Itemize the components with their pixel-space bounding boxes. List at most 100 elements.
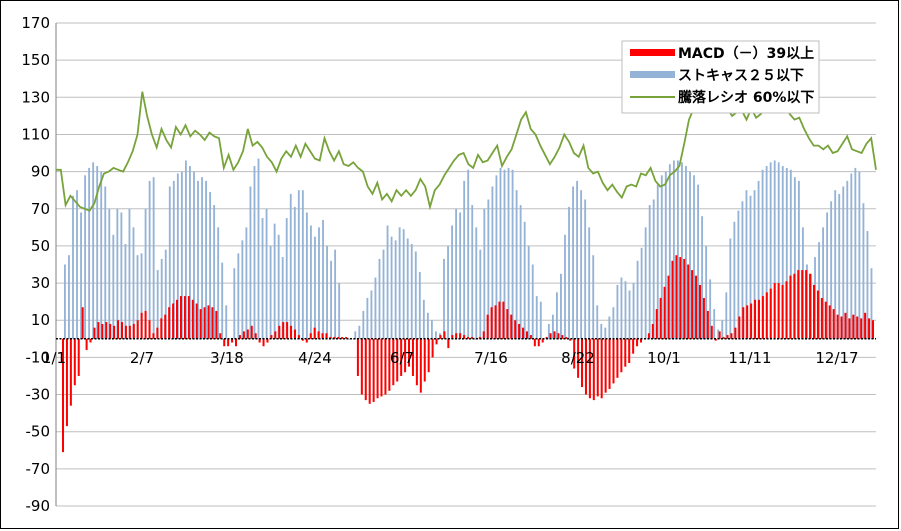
macd-bar [698,284,701,339]
macd-bar [577,338,580,378]
macd-bar [62,338,65,453]
macd-bar [722,336,725,339]
stoch-bar [713,309,716,339]
x-tick-label: 6/7 [390,349,414,367]
stoch-bar [104,186,107,339]
y-tick-label: -30 [26,386,51,404]
macd-bar [372,338,375,402]
stoch-bar [463,180,466,339]
legend-label-macd: MACD（－）39以上 [678,46,814,62]
macd-bar [746,305,749,339]
stoch-bar [318,227,320,339]
legend-swatch-macd [630,49,675,56]
stoch-bar [96,166,99,339]
stoch-bar [818,242,820,339]
stoch-bar [217,227,220,339]
macd-bar [514,320,517,339]
macd-bar [168,307,171,339]
macd-bar [360,338,363,395]
stoch-bar [164,249,167,339]
stoch-bar [511,169,514,339]
stoch-bar [600,323,603,339]
macd-bar [427,338,430,373]
y-tick-label: 70 [31,200,50,218]
macd-bar [616,338,619,378]
stoch-bar [725,292,728,339]
x-tick-label: 10/1 [647,349,681,367]
stoch-bar [697,184,699,339]
macd-bar [714,338,717,341]
x-tick-label: 4/24 [298,349,332,367]
macd-bar [734,327,737,339]
stoch-bar [616,284,619,339]
macd-bar [144,310,147,339]
stoch-bar [269,245,272,339]
stoch-bar [72,195,74,339]
macd-bar [183,296,186,339]
macd-bar [293,329,297,339]
stoch-bar [495,175,498,339]
stoch-bar [140,253,143,339]
stoch-bar [80,212,82,339]
macd-bar [506,309,509,339]
macd-bar [341,336,344,339]
macd-bar [478,336,481,339]
macd-bar [773,283,776,339]
stoch-bar [681,162,683,339]
macd-bar [443,331,446,339]
macd-bar [781,284,784,339]
macd-bar [211,307,214,339]
stoch-bar [709,279,712,339]
stoch-bar [281,257,284,339]
x-tick-label: 12/17 [815,349,858,367]
macd-bar [765,292,768,339]
macd-bar [486,314,489,339]
macd-bar [620,338,623,373]
macd-bar [522,327,525,339]
stoch-bar [721,320,724,339]
macd-bar [828,305,831,339]
macd-bar [832,309,835,339]
stoch-bar [314,236,316,339]
macd-bar [466,336,470,339]
stoch-bar [765,166,768,339]
macd-bar [789,275,792,339]
macd-bar [624,338,627,367]
macd-bar [848,318,851,339]
macd-bar [510,314,513,339]
legend-label-ratio: 騰落レシオ 60%以下 [678,89,814,106]
stoch-bar [576,180,579,339]
macd-bar [329,336,332,339]
macd-bar [852,314,855,339]
macd-bar [140,312,143,339]
macd-bar [274,331,277,339]
stoch-bar [277,234,280,339]
stoch-bar [527,245,530,339]
stoch-bar [334,249,337,339]
stoch-bar [834,190,837,339]
stoch-bar [197,180,199,339]
macd-bar [65,338,68,427]
x-tick-label: 11/11 [728,349,771,367]
macd-bar [864,312,867,339]
macd-bar [207,305,210,339]
stoch-bar [523,221,526,339]
stoch-bar [773,160,776,339]
macd-bar [761,296,764,339]
macd-bar [301,338,304,341]
macd-bar [805,270,808,339]
stoch-bar [564,234,566,339]
stoch-bar [761,169,764,339]
macd-bar [604,338,607,393]
macd-bar [380,338,383,397]
macd-bar [541,338,544,343]
macd-bar [797,270,800,339]
macd-bar [482,331,485,339]
stoch-bar [741,201,744,339]
macd-bar [235,338,238,347]
stoch-bar [285,218,288,339]
macd-bar [868,318,871,339]
macd-bar [565,336,568,339]
stoch-bar [491,186,494,339]
